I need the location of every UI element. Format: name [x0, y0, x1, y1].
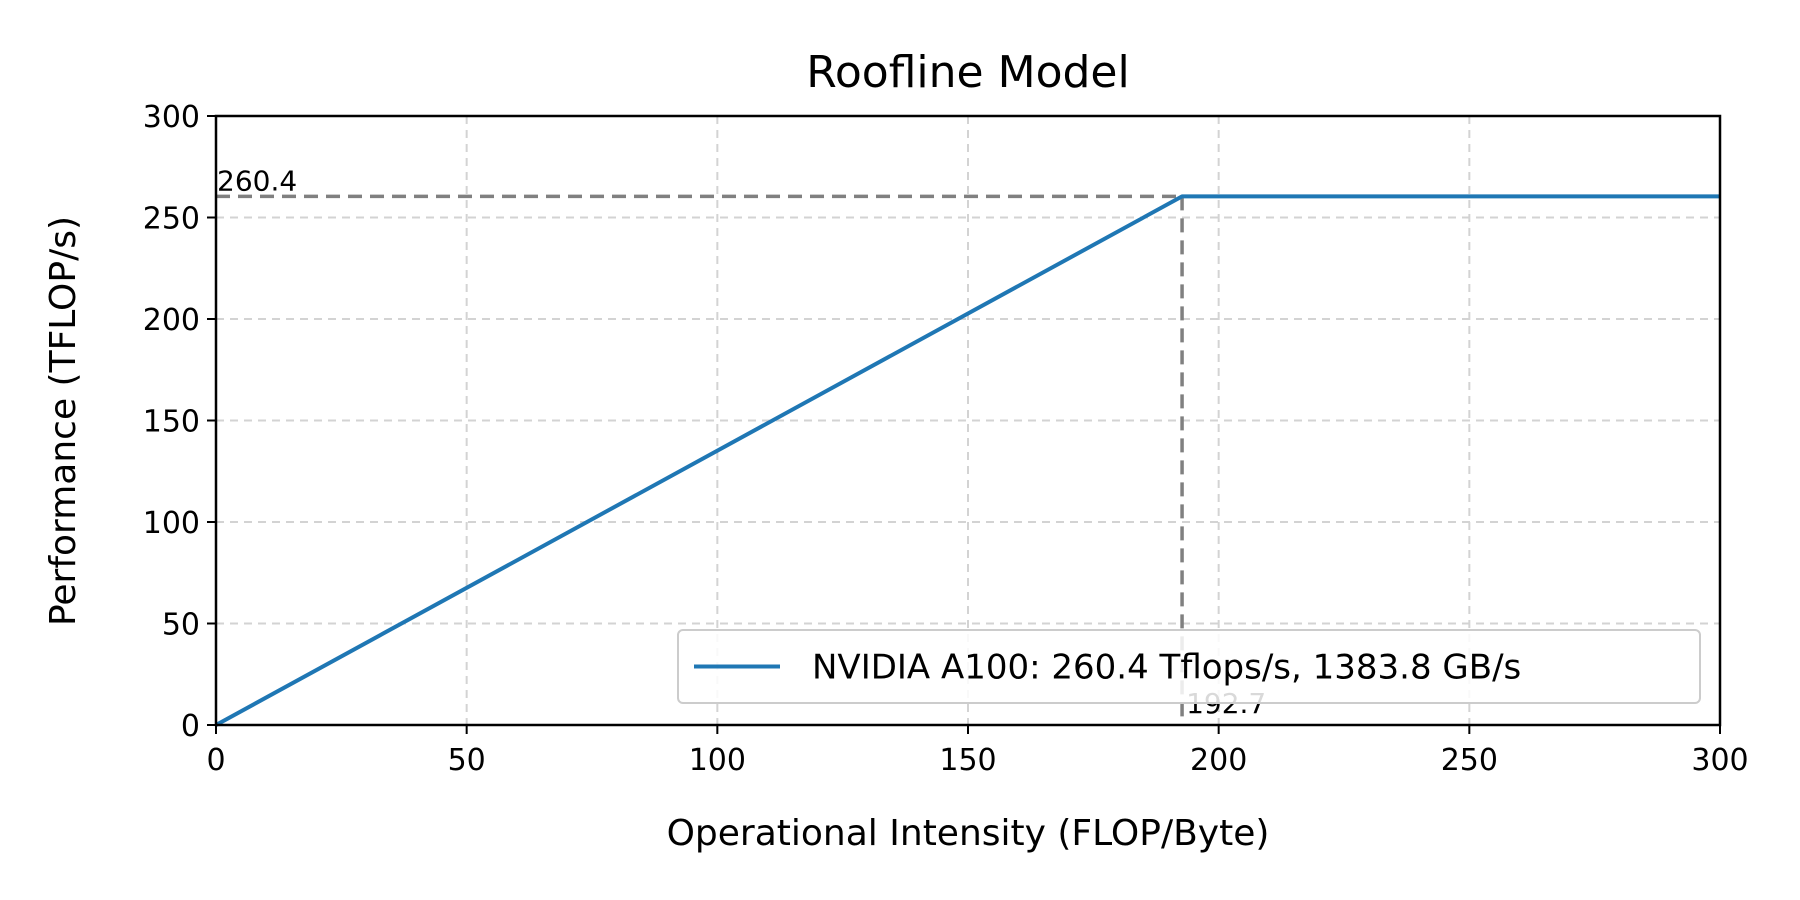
- x-tick-label: 250: [1441, 743, 1498, 778]
- y-tick-label: 50: [162, 608, 200, 643]
- x-tick-label: 0: [206, 743, 225, 778]
- y-tick-label: 100: [143, 506, 200, 541]
- y-tick-label: 200: [143, 303, 200, 338]
- series-layer: [215, 194, 1720, 727]
- roofline-series-line: [215, 194, 1720, 727]
- y-tick-label: 250: [143, 202, 200, 237]
- legend-label: NVIDIA A100: 260.4 Tflops/s, 1383.8 GB/s: [812, 648, 1521, 688]
- x-tick-label: 200: [1190, 743, 1247, 778]
- y-tick-label: 0: [181, 709, 200, 744]
- legend-box: [677, 629, 1701, 704]
- y-tick-label: 150: [143, 405, 200, 440]
- legend: NVIDIA A100: 260.4 Tflops/s, 1383.8 GB/s: [677, 629, 1701, 704]
- chart-title: Roofline Model: [806, 47, 1129, 98]
- x-axis-label: Operational Intensity (FLOP/Byte): [667, 813, 1270, 854]
- axis-ticks: 0 50 100 150 200 250 300 0 50 100 150 200 250 300: [143, 100, 1749, 778]
- grid-lines: [216, 116, 1720, 725]
- y-tick-label: 300: [143, 100, 200, 135]
- x-tick-label: 100: [689, 743, 746, 778]
- x-tick-label: 300: [1691, 743, 1748, 778]
- peak-value-label: 260.4: [217, 164, 297, 197]
- x-tick-label: 150: [939, 743, 996, 778]
- y-axis-label: Performance (TFLOP/s): [43, 216, 84, 626]
- x-tick-label: 50: [448, 743, 486, 778]
